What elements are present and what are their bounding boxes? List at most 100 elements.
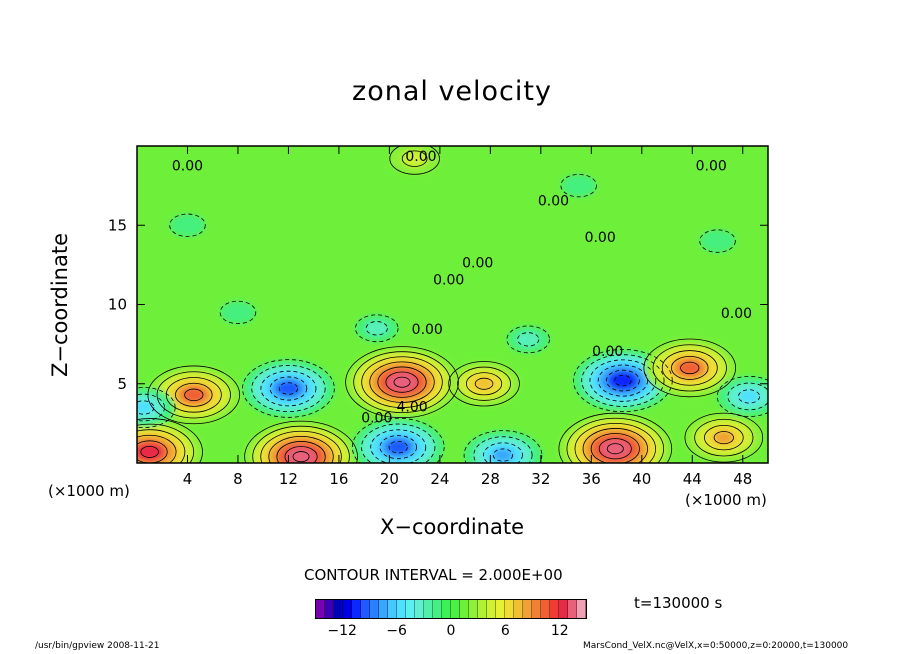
field-feature-core [182, 222, 193, 229]
time-label: t=130000 s [634, 594, 723, 612]
contour-line [465, 372, 503, 396]
contour-line [558, 412, 673, 463]
field-feature-core [137, 402, 152, 413]
contour-line [260, 370, 317, 407]
contour-line [473, 436, 533, 463]
contour-line [389, 146, 440, 175]
contour-line [680, 361, 700, 375]
contour-line [169, 213, 206, 237]
field-feature-core [492, 448, 514, 462]
colorbar-cell [343, 600, 352, 618]
y-tick-label: 10 [108, 296, 127, 314]
contour-line [284, 446, 318, 463]
field-feature-core [474, 377, 494, 390]
contour-line [606, 369, 640, 392]
colorbar-cell [505, 600, 514, 618]
field-feature-core [610, 372, 636, 389]
contour-label: 0.00 [721, 306, 752, 322]
x-tick-label: 16 [329, 470, 348, 488]
contour-line [713, 431, 734, 445]
colorbar-cell [334, 600, 343, 618]
colorbar-tick-label: −12 [327, 623, 357, 639]
contour-line [581, 354, 665, 407]
colorbar-cell [541, 600, 550, 618]
colorbar-cell [316, 600, 325, 618]
contour-label: 0.00 [433, 273, 464, 289]
contour-line [582, 428, 648, 463]
colorbar-tick-label: 6 [500, 623, 510, 639]
x-tick-label: 8 [233, 470, 243, 488]
colorbar-cell [325, 600, 334, 618]
footer-file-info: MarsCond_VelX.nc@VelX,x=0:50000,z=0:2000… [583, 641, 849, 651]
field-feature-core [740, 391, 758, 402]
contour-line [652, 344, 727, 392]
contour-label: 0.00 [538, 193, 569, 209]
contour-line [457, 366, 511, 401]
contour-line [242, 359, 335, 418]
contour-line [355, 314, 399, 343]
contour-line [385, 371, 419, 393]
contour-line [137, 393, 165, 422]
contour-line [268, 435, 334, 463]
colorbar-cell [559, 600, 568, 618]
contour-line [269, 376, 308, 401]
contour-line [156, 371, 231, 419]
contour-line [137, 423, 195, 463]
colorbar-cell [388, 600, 397, 618]
heatmap-field: 0.00 0.00 0.00 0.00 0.00 0.00 0.00 0.00 0.00 0.00… [137, 146, 768, 463]
contour-line [401, 150, 428, 167]
colorbar-cell [460, 600, 469, 618]
contour-line [351, 417, 445, 463]
contour-label: 0.00 [585, 230, 616, 246]
colorbar-cell [397, 600, 406, 618]
field-feature-core [574, 182, 584, 189]
contour-line [137, 429, 186, 463]
colorbar-cell [469, 600, 478, 618]
contour-line [573, 349, 673, 413]
field-feature-core [386, 439, 411, 455]
contour-line [463, 430, 543, 463]
x-tick-label: 36 [582, 470, 601, 488]
contour-line [137, 418, 203, 463]
x-tick-label: 32 [531, 470, 550, 488]
contour-line [165, 377, 222, 413]
colorbar-cell [415, 600, 424, 618]
contour-line [670, 355, 709, 380]
contour-line [574, 422, 656, 463]
contour-line [292, 451, 310, 463]
contour-label: 0.00 [696, 159, 727, 175]
contour-line [614, 374, 632, 387]
colorbar-cell [487, 600, 496, 618]
contour-line [175, 382, 213, 407]
field-feature-core [276, 381, 301, 396]
y-tick-label: 5 [117, 375, 127, 393]
contour-line [278, 382, 299, 395]
contour-line [566, 417, 665, 463]
contour-line [661, 350, 718, 386]
contour-line [393, 376, 411, 388]
x-unit-label-right: (×1000 m) [685, 491, 767, 509]
contour-line [643, 338, 737, 398]
x-tick-label: 12 [279, 470, 298, 488]
contour-line [260, 430, 342, 463]
colorbar-cell [424, 600, 433, 618]
field-feature-core [137, 443, 164, 461]
contour-interval-label: CONTOUR INTERVAL = 2.000E+00 [304, 566, 563, 584]
contour-line [184, 388, 204, 402]
field-feature-core [181, 387, 206, 403]
contour-line [379, 435, 417, 460]
colorbar-cell [568, 600, 577, 618]
field-feature-core [600, 439, 630, 458]
contour-label: 0.00 [361, 411, 392, 427]
contour-line [506, 325, 550, 354]
x-tick-label: 4 [183, 470, 193, 488]
contour-line [137, 440, 168, 463]
colorbar-cell [577, 600, 586, 618]
contour-label: 0.00 [592, 344, 623, 360]
contour-line [699, 229, 736, 253]
y-tick-label: 15 [108, 216, 127, 234]
colorbar-cell [370, 600, 379, 618]
colorbar-cell [532, 600, 541, 618]
field-feature-core [522, 335, 534, 343]
